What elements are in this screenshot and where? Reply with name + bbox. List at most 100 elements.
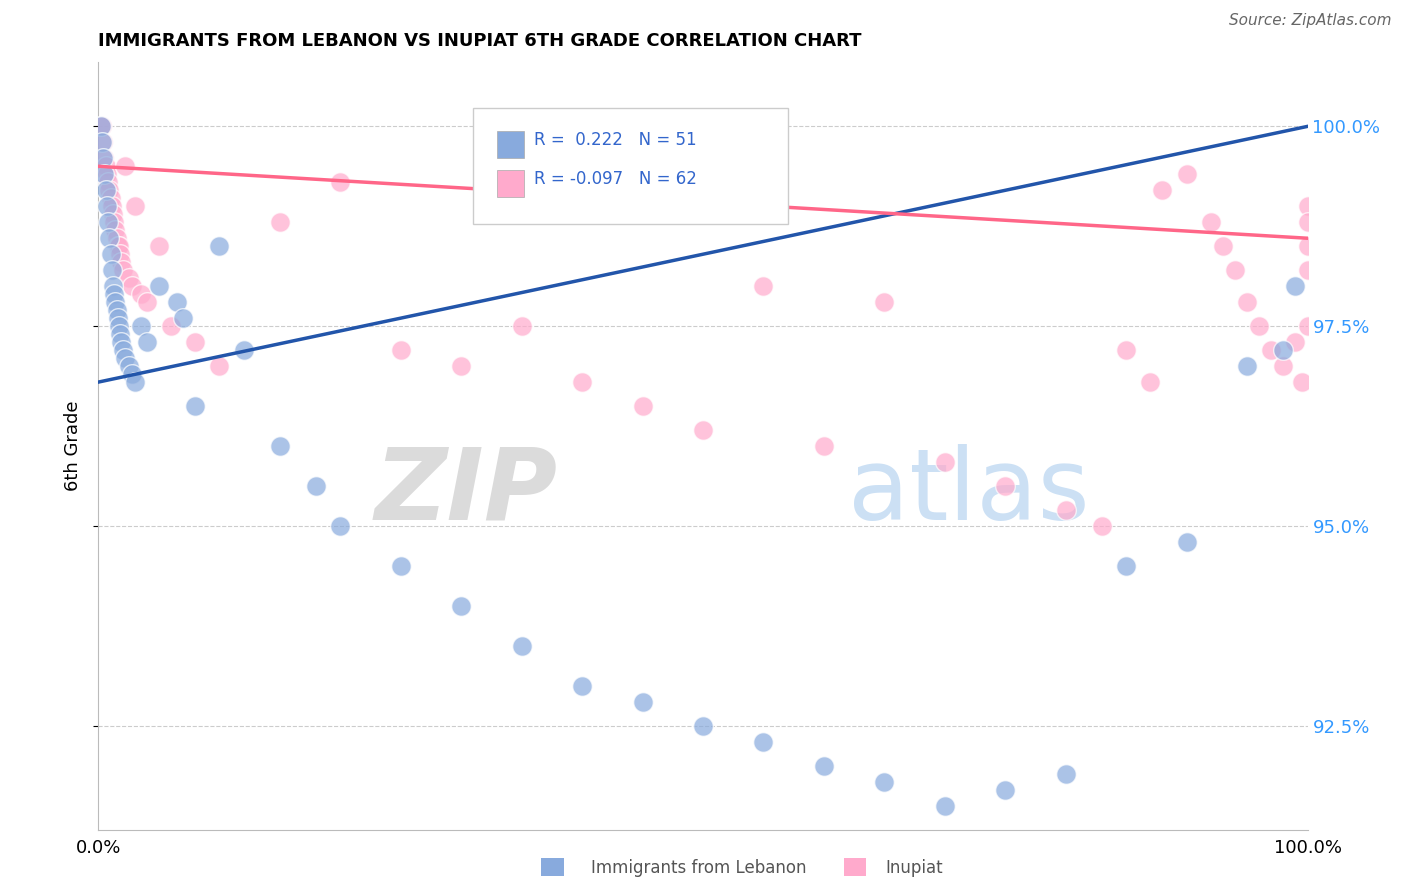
Point <box>104 223 127 237</box>
Point <box>93 151 115 165</box>
Point <box>97 175 120 189</box>
Point <box>100 263 122 277</box>
Point <box>1139 375 1161 389</box>
Point <box>118 359 141 373</box>
Point <box>108 247 131 261</box>
Point <box>107 311 129 326</box>
Point <box>1249 319 1271 334</box>
Point <box>208 239 231 253</box>
Point <box>111 263 134 277</box>
Bar <box>498 131 524 158</box>
Point <box>1296 239 1319 253</box>
Point <box>571 375 593 389</box>
Point <box>873 774 896 789</box>
Point <box>172 311 194 326</box>
FancyBboxPatch shape <box>474 109 787 224</box>
Point <box>450 599 472 613</box>
Point <box>1175 535 1198 549</box>
Point <box>97 215 120 229</box>
Text: IMMIGRANTS FROM LEBANON VS INUPIAT 6TH GRADE CORRELATION CHART: IMMIGRANTS FROM LEBANON VS INUPIAT 6TH G… <box>98 32 862 50</box>
Point <box>107 239 129 253</box>
Point <box>934 455 956 469</box>
Point <box>100 199 122 213</box>
Point <box>1296 215 1319 229</box>
Point <box>1296 199 1319 213</box>
Point <box>389 343 412 357</box>
Point <box>305 479 328 493</box>
Point <box>98 183 121 197</box>
Point <box>108 239 131 253</box>
Point <box>1152 183 1174 197</box>
Point <box>752 734 775 748</box>
Point <box>813 439 835 453</box>
Point <box>1236 295 1258 310</box>
Point <box>184 399 207 413</box>
Point <box>111 343 134 357</box>
Point <box>1212 239 1234 253</box>
Point <box>93 167 115 181</box>
Point <box>108 319 131 334</box>
Point <box>90 120 112 134</box>
Point <box>124 375 146 389</box>
Point <box>269 439 291 453</box>
Point <box>91 151 114 165</box>
Point <box>631 695 654 709</box>
Point <box>389 558 412 573</box>
Point <box>166 295 188 310</box>
Text: atlas: atlas <box>848 443 1090 541</box>
Point <box>510 319 533 334</box>
Point <box>813 758 835 772</box>
Point <box>135 295 157 310</box>
Point <box>1054 766 1077 780</box>
Point <box>129 287 152 301</box>
Point <box>135 335 157 350</box>
Point <box>1291 375 1313 389</box>
Point <box>103 287 125 301</box>
Point <box>101 207 124 221</box>
Point <box>1115 558 1137 573</box>
Point <box>1054 503 1077 517</box>
Text: Inupiat: Inupiat <box>886 859 943 877</box>
Point <box>100 191 122 205</box>
Point <box>103 215 125 229</box>
Y-axis label: 6th Grade: 6th Grade <box>65 401 83 491</box>
Point <box>160 319 183 334</box>
Point <box>108 327 131 342</box>
Point <box>121 367 143 381</box>
Point <box>1199 215 1222 229</box>
Point <box>1091 519 1114 533</box>
Point <box>994 479 1017 493</box>
Point <box>98 231 121 245</box>
Point <box>94 159 117 173</box>
Point <box>96 199 118 213</box>
Point <box>91 136 114 150</box>
Point <box>510 639 533 653</box>
Point <box>101 279 124 293</box>
Point <box>148 279 170 293</box>
Point <box>110 255 132 269</box>
Point <box>105 303 128 318</box>
Point <box>1296 319 1319 334</box>
Point <box>148 239 170 253</box>
Point <box>232 343 254 357</box>
Point <box>208 359 231 373</box>
Point <box>692 719 714 733</box>
Bar <box>498 169 524 196</box>
Point <box>752 279 775 293</box>
Text: Source: ZipAtlas.com: Source: ZipAtlas.com <box>1229 13 1392 29</box>
Point <box>124 199 146 213</box>
Point <box>934 798 956 813</box>
Point <box>1223 263 1246 277</box>
Text: R = -0.097   N = 62: R = -0.097 N = 62 <box>534 169 696 187</box>
Point <box>129 319 152 334</box>
Point <box>105 231 128 245</box>
Point <box>269 215 291 229</box>
Point <box>100 247 122 261</box>
Point <box>184 335 207 350</box>
Point <box>1296 263 1319 277</box>
Point <box>450 359 472 373</box>
Point <box>96 167 118 181</box>
Text: ZIP: ZIP <box>375 443 558 541</box>
Point <box>104 295 127 310</box>
Point <box>91 136 114 150</box>
